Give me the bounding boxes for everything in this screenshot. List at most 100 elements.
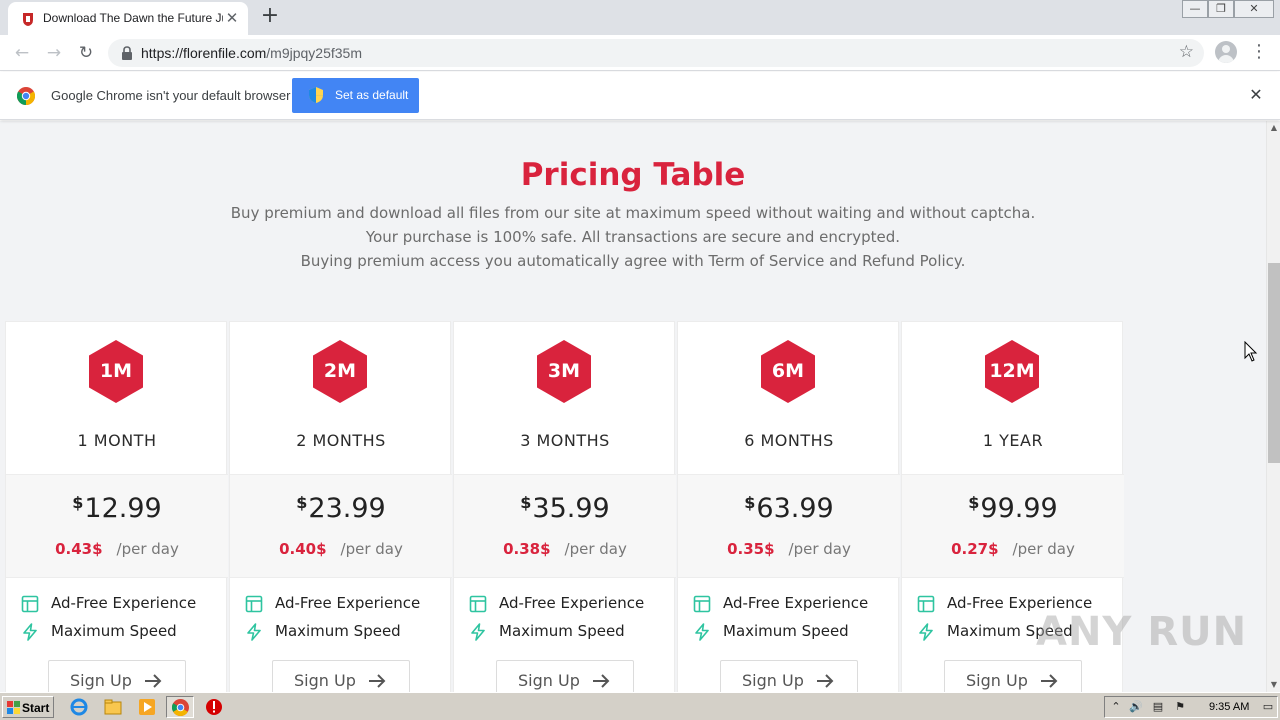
tab-strip: Download The Dawn the Future Jun ✕ + — ❐…	[0, 0, 1280, 35]
plan-price-value: 23.99	[308, 493, 386, 524]
site-favicon-icon	[23, 13, 33, 26]
new-tab-button[interactable]: +	[260, 3, 280, 28]
table-icon	[469, 595, 487, 613]
plan-badge-label: 2M	[323, 360, 357, 382]
plan-badge-hexagon	[537, 340, 591, 403]
price-box: $12.99 0.43$ /per day	[6, 474, 228, 578]
media-player-icon[interactable]	[138, 698, 156, 716]
volume-icon[interactable]: 🔊	[1129, 700, 1143, 713]
per-day-price: 0.35$ /per day	[678, 540, 900, 558]
per-day-label: /per day	[1012, 540, 1075, 558]
tray-expand-icon[interactable]: ⌃	[1111, 700, 1121, 713]
arrow-right-icon	[817, 674, 834, 688]
price-box: $23.99 0.40$ /per day	[230, 474, 452, 578]
lightning-icon	[247, 623, 261, 641]
reload-button[interactable]: ↻	[78, 43, 94, 63]
per-day-amount: 0.40$	[279, 540, 327, 558]
currency-symbol: $	[296, 493, 308, 512]
sign-up-label: Sign Up	[70, 671, 132, 690]
arrow-right-icon	[1041, 674, 1058, 688]
per-day-price: 0.38$ /per day	[454, 540, 676, 558]
per-day-price: 0.43$ /per day	[6, 540, 228, 558]
window-minimize-button[interactable]: —	[1182, 0, 1208, 18]
set-as-default-label: Set as default	[335, 88, 409, 102]
plan-price-value: 63.99	[756, 493, 834, 524]
start-label: Start	[22, 701, 50, 715]
browser-toolbar: ← → ↻ https://florenfile.com/m9jpqy25f35…	[0, 35, 1280, 71]
chrome-menu-icon[interactable]: ⋮	[1250, 41, 1268, 62]
page-scrollbar[interactable]: ▲ ▼	[1266, 121, 1280, 692]
chrome-logo-icon	[17, 87, 35, 105]
browser-tab[interactable]: Download The Dawn the Future Jun ✕	[8, 2, 248, 35]
profile-avatar[interactable]	[1215, 41, 1237, 63]
chrome-taskbar-icon	[172, 699, 189, 716]
arrow-right-icon	[593, 674, 610, 688]
feature-label: Ad-Free Experience	[51, 594, 197, 612]
currency-symbol: $	[520, 493, 532, 512]
page-description: Buy premium and download all files from …	[0, 201, 1266, 273]
plan-badge-label: 12M	[989, 360, 1035, 382]
feature-label: Ad-Free Experience	[275, 594, 421, 612]
url-path: /m9jpqy25f35m	[266, 45, 362, 61]
currency-symbol: $	[744, 493, 756, 512]
network-icon[interactable]: ▤	[1152, 700, 1164, 713]
pricing-card: 3M 3 MONTHS $35.99 0.38$ /per day Ad-Free Exp…	[453, 321, 676, 692]
per-day-amount: 0.35$	[727, 540, 775, 558]
window-close-button[interactable]: ✕	[1234, 0, 1274, 18]
per-day-label: /per day	[116, 540, 179, 558]
feature-label: Ad-Free Experience	[723, 594, 869, 612]
chrome-taskbar-button[interactable]	[166, 696, 194, 718]
page-title: Pricing Table	[520, 157, 746, 193]
internet-explorer-icon[interactable]	[70, 698, 88, 716]
pricing-card: 12M 1 YEAR $99.99 0.27$ /per day Ad-Free Expe…	[901, 321, 1124, 692]
address-bar[interactable]: https://florenfile.com/m9jpqy25f35m ☆	[108, 39, 1204, 67]
window-restore-button[interactable]: ❐	[1208, 0, 1234, 18]
feature-label: Ad-Free Experience	[499, 594, 645, 612]
plan-period: 6 MONTHS	[744, 431, 834, 450]
start-button[interactable]: Start	[2, 696, 54, 718]
plan-badge-label: 1M	[99, 360, 133, 382]
per-day-amount: 0.27$	[951, 540, 999, 558]
default-browser-infobar: Google Chrome isn't your default browser…	[0, 72, 1280, 120]
windows-flag-icon	[7, 701, 20, 714]
scroll-down-arrow-icon[interactable]: ▼	[1270, 680, 1278, 689]
sign-up-button[interactable]: Sign Up	[944, 660, 1082, 692]
sign-up-button[interactable]: Sign Up	[272, 660, 410, 692]
pricing-card: 6M 6 MONTHS $63.99 0.35$ /per day Ad-Free Exp…	[677, 321, 900, 692]
action-center-flag-icon[interactable]: ⚑	[1175, 700, 1185, 713]
feature-label: Maximum Speed	[499, 622, 625, 640]
back-button[interactable]: ←	[14, 43, 30, 63]
scroll-up-arrow-icon[interactable]: ▲	[1270, 123, 1278, 132]
sign-up-button[interactable]: Sign Up	[720, 660, 858, 692]
lightning-icon	[919, 623, 933, 641]
price-box: $35.99 0.38$ /per day	[454, 474, 676, 578]
plan-badge-hexagon	[89, 340, 143, 403]
set-as-default-button[interactable]: Set as default	[292, 78, 419, 113]
plan-price: $12.99	[6, 493, 228, 524]
price-box: $63.99 0.35$ /per day	[678, 474, 900, 578]
infobar-close-icon[interactable]: ✕	[1249, 85, 1263, 104]
stop-sign-icon[interactable]	[205, 698, 223, 716]
scrollbar-thumb[interactable]	[1268, 263, 1280, 463]
plan-badge-hexagon	[761, 340, 815, 403]
description-line: Your purchase is 100% safe. All transact…	[365, 228, 901, 246]
sign-up-button[interactable]: Sign Up	[48, 660, 186, 692]
per-day-label: /per day	[340, 540, 403, 558]
plan-price-value: 99.99	[980, 493, 1058, 524]
file-explorer-icon[interactable]	[104, 698, 122, 716]
show-desktop-icon[interactable]: ▭	[1262, 700, 1274, 713]
feature-label: Ad-Free Experience	[947, 594, 1093, 612]
bookmark-star-icon[interactable]: ☆	[1178, 42, 1194, 62]
per-day-price: 0.27$ /per day	[902, 540, 1124, 558]
pricing-card: 2M 2 MONTHS $23.99 0.40$ /per day Ad-Free Exp…	[229, 321, 452, 692]
per-day-amount: 0.43$	[55, 540, 103, 558]
forward-button[interactable]: →	[46, 43, 62, 63]
system-tray: ⌃ 🔊 ▤ ⚑ 9:35 AM ▭	[1104, 696, 1278, 718]
plan-price-value: 35.99	[532, 493, 610, 524]
table-icon	[693, 595, 711, 613]
table-icon	[245, 595, 263, 613]
plan-price: $23.99	[230, 493, 452, 524]
tab-close-icon[interactable]: ✕	[225, 9, 239, 27]
plan-badge-label: 6M	[771, 360, 805, 382]
sign-up-button[interactable]: Sign Up	[496, 660, 634, 692]
